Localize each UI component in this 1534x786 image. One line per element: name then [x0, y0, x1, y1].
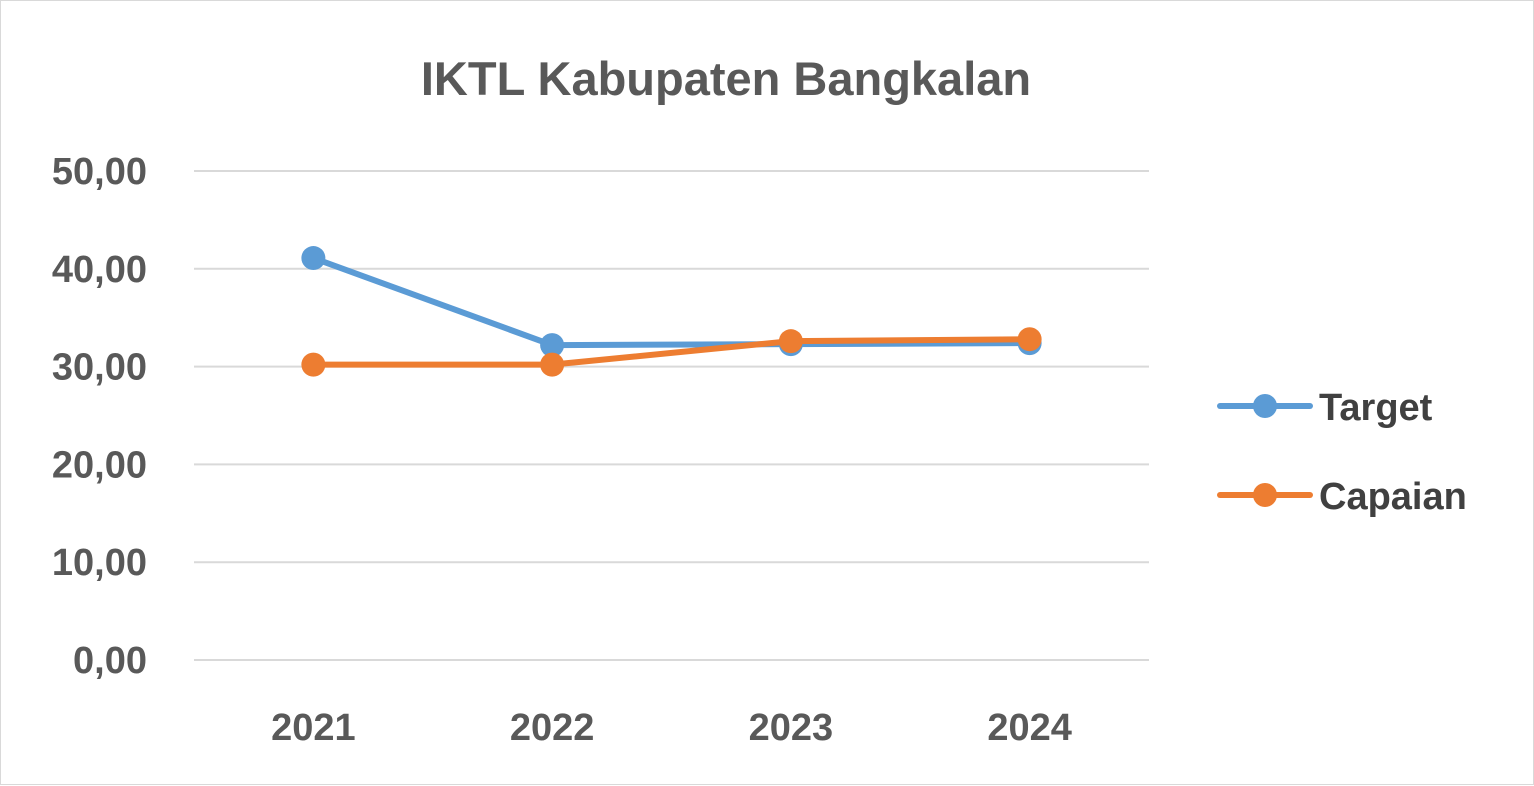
- series-group: [301, 246, 1042, 377]
- data-point-capaian-2023[interactable]: [778, 329, 803, 354]
- data-point-target-2022[interactable]: [540, 333, 565, 358]
- y-tick-label: 30,00: [52, 347, 147, 389]
- data-point-capaian-2024[interactable]: [1017, 327, 1042, 352]
- legend-label-target[interactable]: Target: [1319, 387, 1433, 429]
- y-tick-label: 40,00: [52, 249, 147, 291]
- data-point-target-2021[interactable]: [301, 246, 326, 271]
- series-line-target: [310, 255, 1033, 349]
- x-tick-label-2021: 2021: [271, 707, 356, 749]
- legend[interactable]: Target Capaian: [1217, 387, 1467, 518]
- y-tick-label: 50,00: [52, 151, 147, 193]
- y-axis: 0,00 10,00 20,00 30,00 40,00 50,00: [52, 151, 147, 682]
- x-tick-label-2022: 2022: [510, 707, 595, 749]
- legend-marker-target: [1253, 394, 1277, 418]
- x-axis: 2021 2022 2023 2024: [271, 707, 1072, 749]
- data-point-capaian-2021[interactable]: [301, 352, 326, 377]
- legend-marker-capaian: [1253, 483, 1277, 507]
- gridlines: [194, 170, 1149, 661]
- data-point-capaian-2022[interactable]: [540, 352, 565, 377]
- series-line-capaian: [310, 336, 1033, 368]
- x-tick-label-2024: 2024: [987, 707, 1072, 749]
- y-tick-label: 10,00: [52, 542, 147, 584]
- y-tick-label: 20,00: [52, 444, 147, 486]
- chart-title: IKTL Kabupaten Bangkalan: [421, 52, 1031, 105]
- x-tick-label-2023: 2023: [749, 707, 834, 749]
- y-tick-label: 0,00: [73, 640, 147, 682]
- legend-label-capaian[interactable]: Capaian: [1319, 476, 1467, 518]
